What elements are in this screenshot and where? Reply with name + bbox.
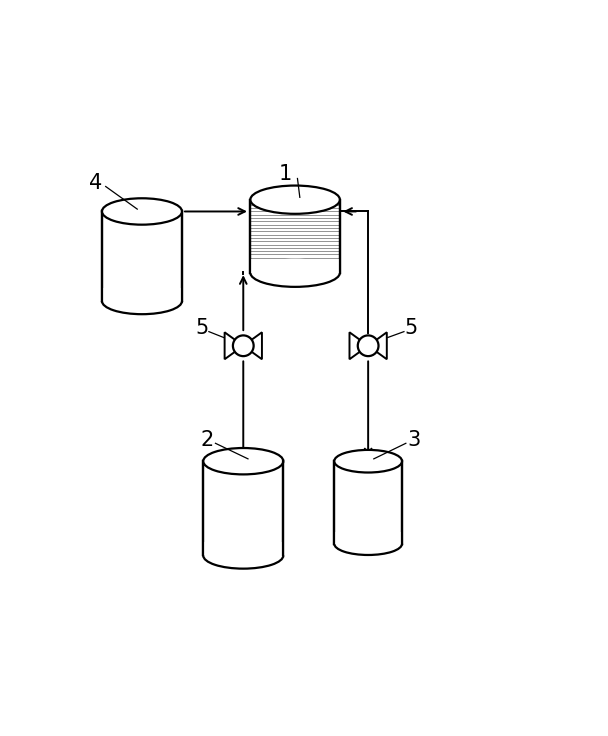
Polygon shape	[224, 332, 243, 359]
Ellipse shape	[250, 258, 340, 287]
Ellipse shape	[334, 532, 402, 555]
Polygon shape	[350, 332, 368, 359]
Ellipse shape	[250, 185, 340, 214]
Ellipse shape	[358, 336, 379, 356]
Bar	[102, 211, 182, 301]
Text: 5: 5	[196, 319, 209, 339]
Ellipse shape	[102, 288, 182, 314]
Bar	[334, 461, 402, 544]
Ellipse shape	[334, 450, 402, 473]
Polygon shape	[368, 332, 387, 359]
Bar	[202, 542, 285, 556]
Bar	[249, 258, 341, 273]
Ellipse shape	[102, 198, 182, 224]
Text: 1: 1	[279, 164, 292, 184]
Text: 4: 4	[89, 173, 102, 194]
Text: 3: 3	[408, 430, 421, 450]
Ellipse shape	[203, 448, 283, 475]
Polygon shape	[243, 332, 262, 359]
Bar	[250, 199, 340, 273]
Text: 5: 5	[404, 319, 417, 339]
Text: 2: 2	[201, 430, 213, 450]
Ellipse shape	[203, 542, 283, 569]
Ellipse shape	[233, 336, 254, 356]
Bar	[333, 532, 403, 544]
Bar	[203, 461, 283, 556]
Bar	[101, 288, 183, 301]
